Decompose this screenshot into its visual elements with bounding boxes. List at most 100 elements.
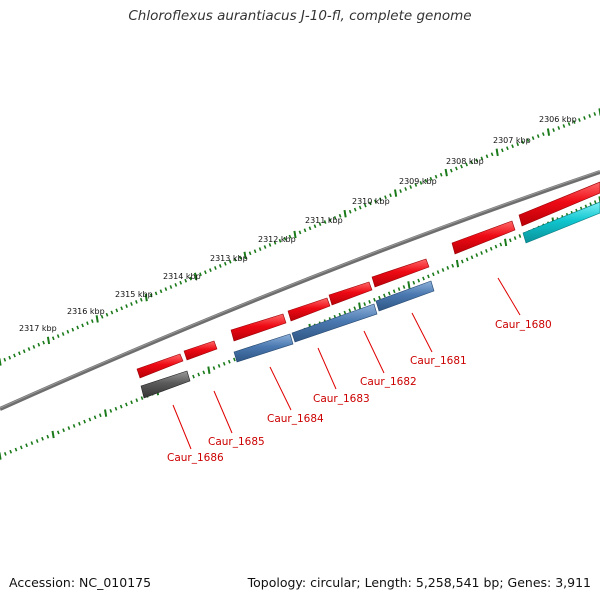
minor-tick bbox=[353, 207, 357, 212]
minor-tick bbox=[328, 218, 332, 222]
minor-tick bbox=[368, 300, 371, 304]
minor-tick bbox=[419, 181, 423, 185]
accession-text: Accession: NC_010175 bbox=[9, 575, 152, 590]
minor-tick bbox=[451, 263, 455, 268]
gene-arrow[interactable] bbox=[371, 258, 430, 288]
minor-tick bbox=[455, 166, 458, 171]
major-tick bbox=[455, 259, 460, 268]
minor-tick bbox=[373, 297, 376, 302]
minor-tick bbox=[66, 329, 70, 334]
gene-arrow[interactable] bbox=[230, 313, 287, 342]
minor-tick bbox=[516, 142, 520, 147]
minor-tick bbox=[378, 295, 381, 300]
minor-tick bbox=[125, 402, 128, 407]
minor-tick bbox=[343, 310, 347, 315]
gene-arrow[interactable] bbox=[183, 340, 218, 361]
minor-tick bbox=[88, 417, 92, 422]
minor-tick bbox=[42, 340, 45, 345]
minor-tick bbox=[22, 349, 26, 354]
minor-tick bbox=[3, 357, 7, 362]
genome-backbone-highlight bbox=[0, 170, 600, 409]
minor-tick bbox=[313, 224, 317, 229]
gene-label-caur-1681: Caur_1681 bbox=[410, 355, 467, 367]
minor-tick bbox=[434, 174, 438, 179]
minor-tick bbox=[288, 234, 292, 239]
minor-tick bbox=[179, 280, 183, 285]
minor-tick bbox=[578, 118, 581, 122]
minor-tick bbox=[105, 312, 109, 317]
minor-tick bbox=[541, 132, 545, 136]
gene-arrow[interactable] bbox=[522, 201, 600, 244]
minor-tick bbox=[93, 415, 97, 420]
minor-tick bbox=[557, 126, 561, 130]
major-tick bbox=[144, 293, 148, 302]
kbp-label: 2314 kbp bbox=[163, 272, 201, 281]
major-tick bbox=[104, 409, 108, 417]
gene-arrow[interactable] bbox=[287, 297, 331, 322]
genome-backbone bbox=[0, 170, 600, 411]
minor-tick bbox=[86, 321, 89, 326]
minor-tick bbox=[218, 264, 222, 268]
minor-tick bbox=[526, 138, 530, 142]
gene-arrow[interactable] bbox=[328, 281, 373, 306]
minor-tick bbox=[130, 302, 133, 306]
minor-tick bbox=[402, 285, 406, 289]
minor-tick bbox=[323, 220, 327, 224]
major-tick bbox=[194, 272, 198, 281]
minor-tick bbox=[485, 154, 489, 159]
minor-tick bbox=[72, 424, 76, 428]
gene-arrow[interactable] bbox=[375, 280, 435, 312]
reverse-strand bbox=[140, 201, 600, 399]
gene-arrow[interactable] bbox=[451, 220, 516, 255]
minor-tick bbox=[248, 251, 252, 256]
minor-tick bbox=[389, 193, 392, 198]
minor-tick bbox=[422, 276, 425, 281]
gene-arrow[interactable] bbox=[291, 303, 378, 343]
minor-tick bbox=[227, 359, 231, 364]
minor-tick bbox=[115, 308, 119, 313]
minor-tick bbox=[13, 353, 16, 358]
minor-tick bbox=[139, 297, 143, 302]
minor-tick bbox=[189, 276, 192, 281]
minor-tick bbox=[439, 172, 443, 177]
minor-tick bbox=[27, 347, 31, 351]
map-title: Chloroflexus aurantiacus J-10-fl, comple… bbox=[128, 8, 472, 24]
gene-arrow[interactable] bbox=[233, 333, 294, 363]
minor-tick bbox=[465, 257, 469, 262]
minor-tick bbox=[338, 213, 342, 218]
minor-tick bbox=[480, 156, 484, 161]
minor-tick bbox=[197, 372, 201, 377]
minor-tick bbox=[562, 124, 566, 128]
minor-tick bbox=[18, 351, 21, 356]
minor-tick bbox=[3, 452, 7, 456]
gene-label-caur-1682: Caur_1682 bbox=[360, 376, 417, 388]
minor-tick bbox=[19, 445, 23, 450]
minor-tick bbox=[460, 259, 464, 264]
minor-tick bbox=[508, 238, 512, 243]
minor-tick bbox=[511, 144, 514, 149]
minor-tick bbox=[409, 185, 413, 189]
minor-tick bbox=[100, 314, 104, 319]
minor-tick bbox=[14, 447, 18, 452]
major-tick bbox=[444, 168, 448, 177]
minor-tick bbox=[513, 236, 517, 240]
major-tick bbox=[95, 315, 99, 323]
kbp-label: 2316 kbp bbox=[67, 307, 105, 316]
major-tick bbox=[207, 366, 211, 374]
minor-tick bbox=[353, 306, 357, 311]
minor-tick bbox=[384, 195, 387, 200]
gene-arrow[interactable] bbox=[136, 353, 184, 379]
minor-tick bbox=[71, 327, 75, 332]
minor-tick bbox=[593, 112, 597, 116]
minor-tick bbox=[303, 228, 307, 233]
gene-arrow[interactable] bbox=[140, 370, 191, 399]
minor-tick bbox=[318, 222, 322, 226]
gene-arrow[interactable] bbox=[518, 181, 600, 227]
minor-tick bbox=[35, 439, 39, 443]
minor-tick bbox=[387, 291, 391, 296]
minor-tick bbox=[253, 249, 257, 254]
minor-tick bbox=[412, 280, 416, 285]
minor-tick bbox=[485, 249, 488, 253]
minor-tick bbox=[363, 203, 367, 208]
minor-tick bbox=[90, 319, 94, 323]
